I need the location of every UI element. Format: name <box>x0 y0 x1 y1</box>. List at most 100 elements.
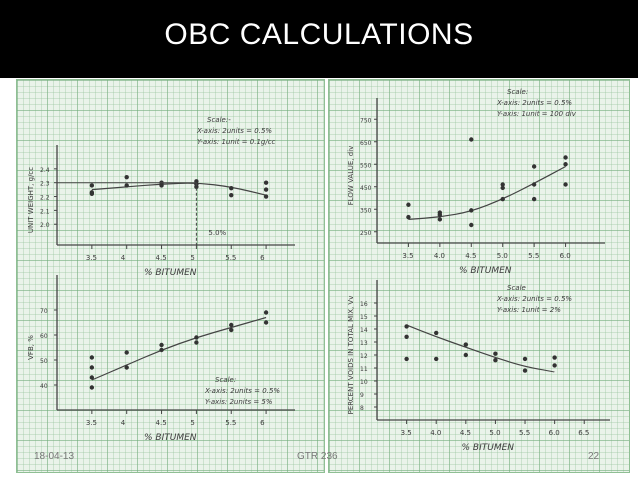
x-tick-label: 4.0 <box>430 429 441 437</box>
footer-center-text: GTR 236 <box>297 451 338 462</box>
y-axis-label: UNIT WEIGHT, g/cc <box>27 167 35 233</box>
x-tick-label: 4.0 <box>434 252 445 260</box>
data-point <box>563 155 568 160</box>
data-point <box>263 320 269 325</box>
data-point <box>89 183 95 188</box>
y-tick-label: 250 <box>360 230 372 237</box>
data-point <box>437 212 443 218</box>
data-point <box>194 184 199 190</box>
data-point <box>263 310 269 315</box>
data-point <box>500 182 505 187</box>
data-point <box>229 192 234 198</box>
y-tick-label: 40 <box>40 383 48 390</box>
y-tick-label: 650 <box>360 140 372 147</box>
y-tick-label: 2.2 <box>40 195 50 202</box>
x-axis-label: % BITUMEN <box>144 433 197 443</box>
x-tick-label: 3.5 <box>401 429 412 437</box>
data-point <box>437 217 443 222</box>
x-tick-label: 5.0 <box>497 252 508 260</box>
data-point <box>500 196 505 202</box>
chart-3: 3.5 4.0 4.5 5.0 5.5 6.0 750 650 550 450 350 250 % BI… <box>347 88 605 276</box>
left-graph-sheet: 3.5 4 4.5 5 5.5 6 2.4 2.3 2.2 2.1 2.0 % BITUMEN UNIT… <box>16 79 325 473</box>
data-point <box>552 355 557 360</box>
y-tick-label: 2.4 <box>40 167 50 174</box>
x-tick-label: 5.5 <box>225 419 236 427</box>
y-tick-label: 60 <box>40 333 48 340</box>
y-tick-label: 8 <box>360 405 364 412</box>
x-tick-label: 4.5 <box>156 254 167 262</box>
y-tick-label: 550 <box>360 162 372 169</box>
data-point <box>552 363 557 368</box>
data-point <box>124 183 129 188</box>
x-tick-label: 6 <box>260 254 265 262</box>
data-point <box>89 355 95 360</box>
scale-note-line: Y-axis: 1unit = 100 div <box>497 110 577 118</box>
data-point <box>229 186 234 191</box>
x-axis-label: % BITUMEN <box>459 266 512 276</box>
data-point <box>434 330 439 336</box>
x-tick-label: 6.5 <box>578 429 589 437</box>
y-tick-label: 2.1 <box>40 208 50 215</box>
y-tick-label: 50 <box>40 358 48 365</box>
scale-note-line: Y-axis: 2units = 5% <box>205 398 273 406</box>
fitted-curve <box>408 165 566 220</box>
page-number: 22 <box>588 451 600 462</box>
scale-note-line: Scale: <box>507 88 528 96</box>
x-tick-label: 6 <box>260 419 265 427</box>
data-point <box>404 356 409 362</box>
x-tick-label: 4 <box>121 419 126 427</box>
fitted-curve <box>91 316 267 381</box>
x-tick-label: 4.5 <box>465 252 476 260</box>
x-tick-label: 5.5 <box>225 254 236 262</box>
y-tick-label: 10 <box>360 379 368 386</box>
x-tick-label: 4 <box>121 254 126 262</box>
scale-note-line: Scale <box>507 284 526 292</box>
data-point <box>463 352 469 358</box>
y-tick-label: 13 <box>360 340 368 347</box>
y-tick-label: 16 <box>360 301 368 308</box>
data-point <box>531 196 537 202</box>
x-tick-label: 5 <box>190 419 194 427</box>
x-tick-label: 3.5 <box>86 419 97 427</box>
data-point <box>406 214 411 220</box>
data-point <box>469 137 474 142</box>
x-tick-label: 3.5 <box>402 252 413 260</box>
x-tick-label: 4.5 <box>460 429 471 437</box>
data-point <box>493 358 498 363</box>
y-tick-label: 14 <box>360 327 368 334</box>
data-point <box>563 182 568 187</box>
y-tick-label: 9 <box>360 392 364 399</box>
title-bar: OBC CALCULATIONS <box>0 0 638 78</box>
right-charts-svg: 3.5 4.0 4.5 5.0 5.5 6.0 750 650 550 450 350 250 % BI… <box>347 88 610 453</box>
x-axis-label: % BITUMEN <box>144 268 197 278</box>
x-tick-label: 5.5 <box>519 429 530 437</box>
scale-note-line: X-axis: 2units = 0.5% <box>204 387 280 395</box>
scale-note-line: X-axis: 2units = 0.5% <box>496 295 572 303</box>
y-tick-label: 12 <box>360 353 368 360</box>
data-point <box>263 194 269 199</box>
data-point <box>263 180 269 185</box>
data-point <box>522 356 528 362</box>
data-point <box>531 164 537 169</box>
x-tick-label: 5 <box>190 254 194 262</box>
y-tick-label: 450 <box>360 185 372 192</box>
x-tick-label: 6.0 <box>560 252 571 260</box>
data-point <box>124 350 129 355</box>
data-point <box>469 208 474 213</box>
data-point <box>194 340 199 345</box>
y-tick-label: 11 <box>360 366 368 373</box>
y-tick-label: 70 <box>40 308 48 315</box>
x-tick-label: 6.0 <box>549 429 560 437</box>
y-tick-label: 2.0 <box>40 222 50 229</box>
data-point <box>89 365 95 370</box>
x-tick-label: 3.5 <box>86 254 97 262</box>
y-tick-label: 750 <box>360 117 372 124</box>
y-axis-label: PERCENT VOIDS IN TOTAL MIX, Vv <box>347 296 355 415</box>
data-point <box>469 222 474 228</box>
scale-note-line: X-axis: 2units = 0.5% <box>496 99 572 107</box>
data-point <box>404 334 409 339</box>
data-point <box>406 202 411 207</box>
data-point <box>229 322 234 328</box>
slide-title: OBC CALCULATIONS <box>164 18 474 51</box>
x-tick-label: 4.5 <box>156 419 167 427</box>
